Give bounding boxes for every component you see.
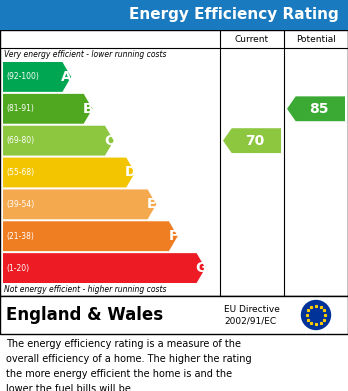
Text: England & Wales: England & Wales — [6, 306, 163, 324]
Polygon shape — [3, 94, 93, 124]
Text: (69-80): (69-80) — [6, 136, 34, 145]
Text: Energy Efficiency Rating: Energy Efficiency Rating — [129, 7, 339, 23]
Text: (1-20): (1-20) — [6, 264, 29, 273]
Text: 85: 85 — [309, 102, 329, 116]
Text: G: G — [195, 261, 207, 275]
Polygon shape — [3, 158, 135, 187]
Circle shape — [301, 300, 331, 330]
Text: E: E — [147, 197, 157, 212]
Text: lower the fuel bills will be.: lower the fuel bills will be. — [6, 384, 134, 391]
Text: (21-38): (21-38) — [6, 232, 34, 241]
Text: B: B — [83, 102, 93, 116]
Text: Not energy efficient - higher running costs: Not energy efficient - higher running co… — [4, 285, 166, 294]
Bar — [0, 30, 348, 296]
Text: Potential: Potential — [296, 34, 336, 43]
Text: (39-54): (39-54) — [6, 200, 34, 209]
Text: (92-100): (92-100) — [6, 72, 39, 81]
Polygon shape — [3, 126, 114, 156]
Text: (55-68): (55-68) — [6, 168, 34, 177]
Polygon shape — [3, 62, 71, 92]
Bar — [0, 296, 348, 334]
Text: C: C — [104, 134, 114, 148]
Text: 2002/91/EC: 2002/91/EC — [224, 316, 276, 325]
Text: The energy efficiency rating is a measure of the: The energy efficiency rating is a measur… — [6, 339, 241, 349]
Polygon shape — [3, 221, 178, 251]
Text: F: F — [168, 229, 178, 243]
Polygon shape — [223, 128, 281, 153]
Bar — [0, 0, 348, 30]
Text: overall efficiency of a home. The higher the rating: overall efficiency of a home. The higher… — [6, 354, 252, 364]
Text: (81-91): (81-91) — [6, 104, 34, 113]
Text: 70: 70 — [245, 134, 264, 148]
Text: Current: Current — [235, 34, 269, 43]
Text: the more energy efficient the home is and the: the more energy efficient the home is an… — [6, 369, 232, 379]
Polygon shape — [3, 253, 205, 283]
Text: EU Directive: EU Directive — [224, 305, 280, 314]
Text: A: A — [61, 70, 72, 84]
Polygon shape — [287, 96, 345, 121]
Text: D: D — [125, 165, 136, 179]
Polygon shape — [3, 189, 156, 219]
Text: Very energy efficient - lower running costs: Very energy efficient - lower running co… — [4, 50, 166, 59]
